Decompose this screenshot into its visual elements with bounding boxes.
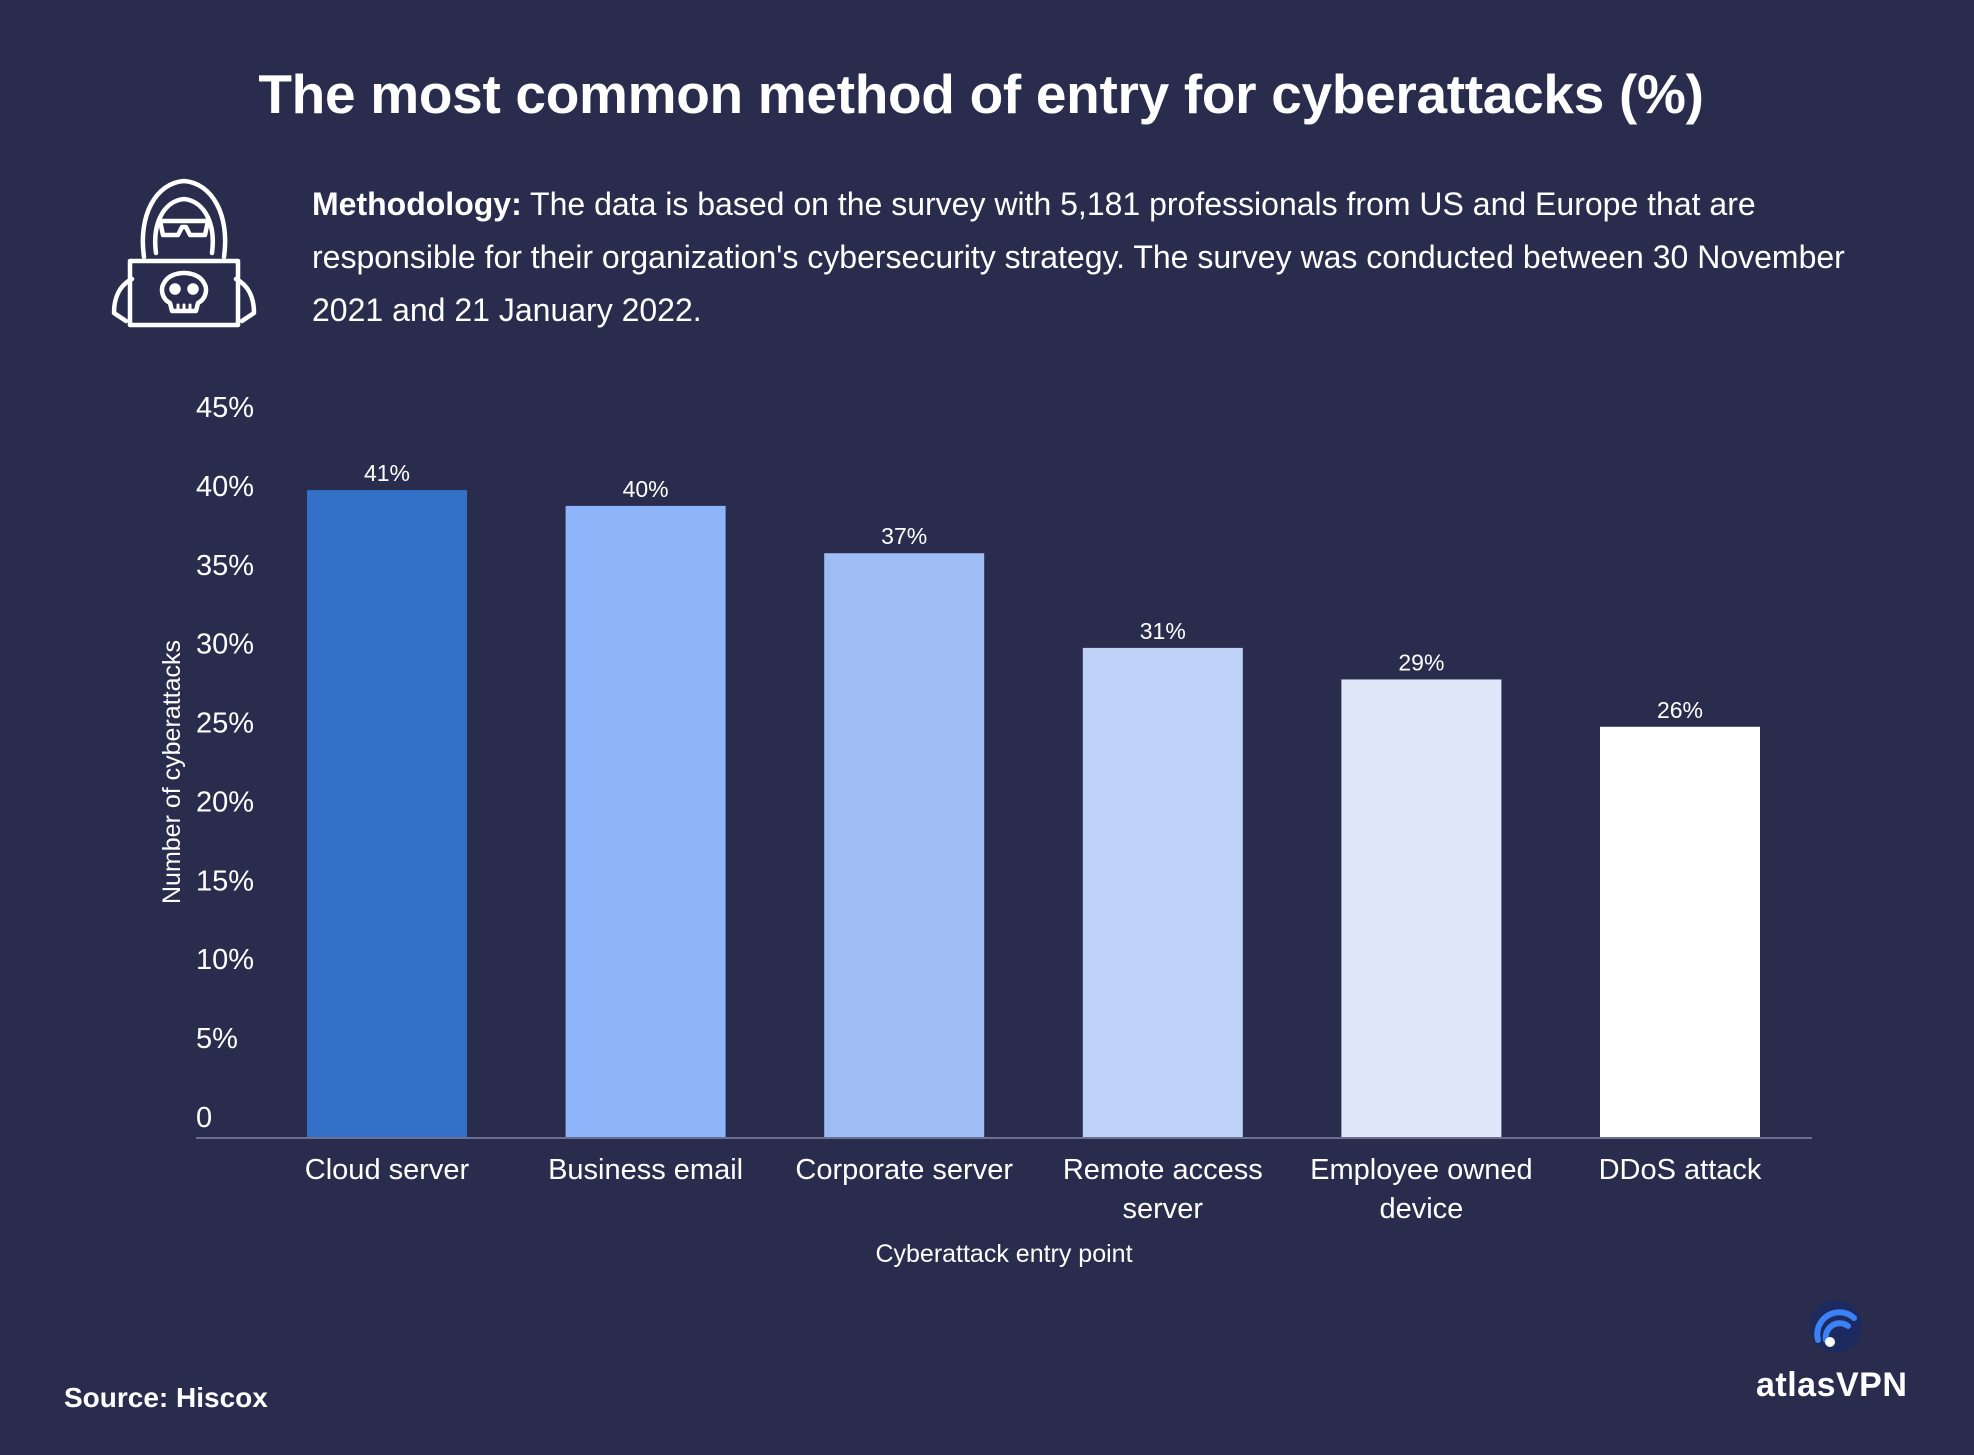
bar-data-label: 26% [1657, 697, 1703, 723]
methodology-body: The data is based on the survey with 5,1… [312, 186, 1845, 328]
brand-name: atlasVPN [1756, 1366, 1908, 1404]
y-tick-label: 0 [196, 1102, 212, 1134]
bar-data-label: 37% [881, 523, 927, 549]
y-axis-label: Number of cyberattacks [158, 640, 186, 904]
y-axis-ticks: 0 5% 10% 15% 20% 25% 30% 35% 40% 45% [196, 392, 254, 1134]
bar-data-label: 40% [623, 476, 669, 502]
x-tick-label: Remote access [1063, 1154, 1263, 1186]
x-tick-label: Business email [548, 1154, 743, 1186]
x-tick-label: DDoS attack [1599, 1154, 1762, 1186]
y-tick-label: 25% [196, 708, 254, 740]
x-axis-label: Cyberattack entry point [875, 1240, 1132, 1268]
bar-data-labels: 41% 40% 37% 31% 29% 26% [364, 460, 1703, 723]
y-tick-label: 35% [196, 550, 254, 582]
bar-data-label: 29% [1398, 649, 1444, 675]
bar [1082, 647, 1243, 1137]
bar [1600, 726, 1760, 1137]
bar-data-label: 31% [1140, 618, 1186, 644]
x-tick-label: Cloud server [305, 1154, 470, 1186]
y-tick-label: 20% [196, 786, 254, 818]
source-text: Source: Hiscox [64, 1382, 268, 1413]
x-axis-ticks: Cloud server Business email Corporate serv… [305, 1154, 1762, 1225]
hacker-laptop-skull-icon [108, 175, 260, 335]
y-tick-label: 40% [196, 471, 254, 503]
bars [307, 490, 1760, 1138]
bar [565, 505, 726, 1137]
bar [824, 553, 985, 1137]
x-tick-label: Employee owned [1310, 1154, 1532, 1186]
x-tick-label: device [1379, 1193, 1463, 1225]
y-tick-label: 10% [196, 944, 254, 976]
y-tick-label: 15% [196, 865, 254, 897]
atlasvpn-logo-icon [1808, 1296, 1868, 1356]
chart-title: The most common method of entry for cybe… [258, 63, 1704, 125]
bar [307, 490, 467, 1138]
x-tick-label: Corporate server [795, 1154, 1013, 1186]
bar-data-label: 41% [364, 460, 410, 486]
x-tick-label: server [1123, 1193, 1204, 1225]
methodology-text: Methodology: The data is based on the su… [312, 178, 1912, 337]
y-tick-label: 5% [196, 1023, 238, 1055]
bar [1341, 679, 1502, 1137]
y-tick-label: 45% [196, 392, 254, 424]
methodology-label: Methodology: [312, 186, 522, 222]
y-tick-label: 30% [196, 629, 254, 661]
